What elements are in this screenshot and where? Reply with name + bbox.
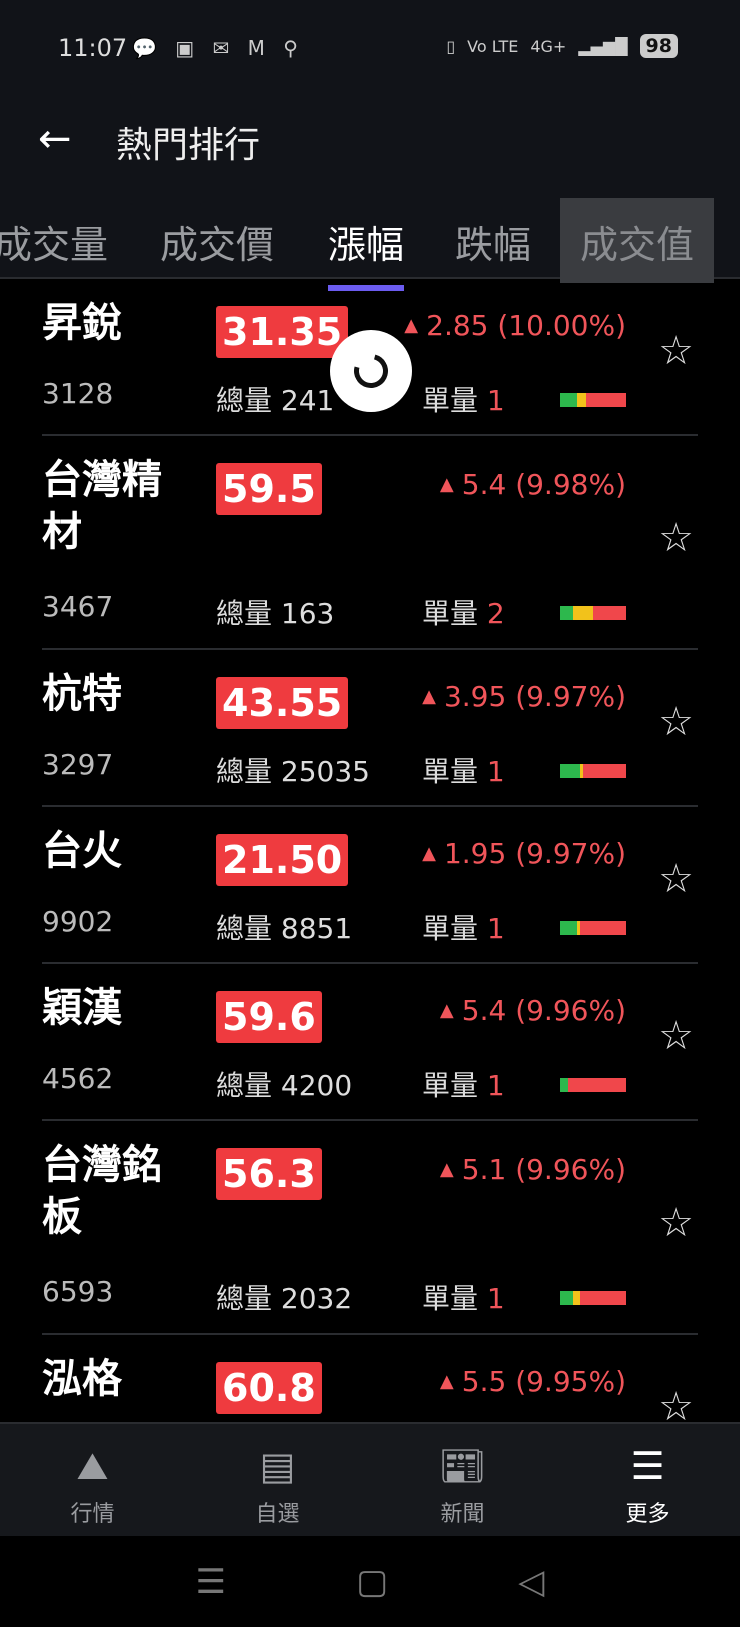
stock-name: 昇銳 [42, 300, 122, 346]
up-triangle-icon: ▲ [422, 843, 436, 864]
up-triangle-icon: ▲ [439, 1371, 454, 1392]
nav-news[interactable]: 📰︎ 新聞 [370, 1424, 555, 1536]
favorite-star-icon[interactable]: ☆ [658, 1200, 694, 1246]
stock-price: 60.8 [216, 1362, 322, 1414]
stock-row[interactable]: 昇銳 31.35 ▲ 2.85 (10.00%) ☆ 3128 總量 241 單量 … [42, 279, 698, 436]
nav-more[interactable]: ☰ 更多 [555, 1424, 740, 1536]
volume-ratio-bar [560, 1078, 626, 1092]
unit-volume: 單量 1 [422, 1282, 505, 1315]
back-arrow-icon[interactable]: ← [38, 116, 72, 162]
clock: 11:07 [58, 34, 128, 62]
favorite-star-icon[interactable]: ☆ [658, 327, 694, 374]
nav-market[interactable]: ⛰ 行情 [0, 1424, 185, 1536]
favorite-star-icon[interactable]: ☆ [658, 698, 694, 745]
notification-icons: 💬 ▣ ✉ M ⚲ [132, 36, 304, 60]
stock-code: 3467 [42, 590, 114, 623]
favorite-star-icon[interactable]: ☆ [658, 1383, 694, 1423]
up-triangle-icon: ▲ [404, 315, 419, 336]
price-change: ▲ 5.1 (9.96%) [439, 1153, 626, 1186]
up-triangle-icon: ▲ [439, 474, 454, 495]
watchlist-icon: ▤ [259, 1444, 296, 1488]
up-triangle-icon: ▲ [439, 1000, 454, 1021]
unit-volume: 單量 2 [422, 597, 505, 630]
menu-icon: ☰ [630, 1444, 665, 1488]
total-volume: 總量 2032 [216, 1282, 353, 1315]
status-bar: 11:07 💬 ▣ ✉ M ⚲ ▯ Vo LTE 4G+ ▂▄▆█ 98 [0, 0, 740, 96]
stock-row[interactable]: 台灣銘板 56.3 ▲ 5.1 (9.96%) ☆ 6593 總量 2032 單量 … [42, 1121, 698, 1335]
stock-code: 4562 [42, 1062, 114, 1095]
loading-spinner-icon [330, 330, 412, 412]
stock-name: 穎漢 [42, 985, 122, 1031]
stock-code: 6593 [42, 1275, 114, 1308]
volume-ratio-bar [560, 764, 626, 778]
unit-volume: 單量 1 [422, 1069, 505, 1102]
battery-icon: 98 [639, 34, 678, 58]
news-icon: 📰︎ [438, 1444, 487, 1488]
volume-ratio-bar [560, 606, 626, 620]
tab-losers[interactable]: 跌幅 [455, 223, 532, 267]
volte-icon: Vo LTE [467, 36, 519, 56]
price-change: ▲ 3.95 (9.97%) [422, 680, 626, 713]
up-triangle-icon: ▲ [422, 686, 436, 707]
stock-row[interactable]: 台灣精材 59.5 ▲ 5.4 (9.98%) ☆ 3467 總量 163 單量 2 [42, 436, 698, 650]
stock-name: 泓格 [42, 1356, 122, 1402]
system-nav: ☰ ▢ ◁ [0, 1536, 740, 1627]
favorite-star-icon[interactable]: ☆ [658, 855, 694, 902]
price-change: ▲ 5.4 (9.98%) [439, 468, 626, 501]
chart-icon: ⛰ [76, 1444, 109, 1488]
stock-price: 31.35 [216, 306, 349, 358]
home-icon[interactable]: ▢ [356, 1561, 389, 1602]
system-icons: ▯ Vo LTE 4G+ ▂▄▆█ 98 [446, 34, 678, 58]
price-change: ▲ 2.85 (10.00%) [404, 309, 626, 342]
total-volume: 總量 4200 [216, 1069, 353, 1102]
stock-price: 56.3 [216, 1148, 322, 1200]
unit-volume: 單量 1 [422, 384, 505, 417]
stock-name: 台灣精材 [42, 457, 162, 555]
unit-volume: 單量 1 [422, 912, 505, 945]
stock-list[interactable]: 昇銳 31.35 ▲ 2.85 (10.00%) ☆ 3128 總量 241 單量 … [0, 279, 740, 1422]
tab-gainers[interactable]: 漲幅 [328, 214, 405, 291]
tab-price[interactable]: 成交價 [160, 223, 275, 267]
stock-code: 3128 [42, 377, 114, 410]
price-change: ▲ 1.95 (9.97%) [422, 837, 626, 870]
stock-code: 9902 [42, 905, 114, 938]
back-icon[interactable]: ◁ [518, 1561, 545, 1602]
total-volume: 總量 8851 [216, 912, 353, 945]
stock-price: 43.55 [216, 677, 349, 729]
stock-name: 杭特 [42, 671, 122, 717]
volume-ratio-bar [560, 1291, 626, 1305]
stock-price: 59.6 [216, 991, 322, 1043]
signal-icon: ▂▄▆█ [578, 36, 628, 56]
favorite-star-icon[interactable]: ☆ [658, 1012, 694, 1059]
stock-price: 59.5 [216, 463, 322, 515]
price-change: ▲ 5.4 (9.96%) [439, 994, 626, 1027]
nav-watchlist[interactable]: ▤ 自選 [185, 1424, 370, 1536]
up-triangle-icon: ▲ [439, 1159, 454, 1180]
stock-name: 台灣銘板 [42, 1142, 162, 1240]
stock-row[interactable]: 台火 21.50 ▲ 1.95 (9.97%) ☆ 9902 總量 8851 單量 … [42, 807, 698, 964]
stock-row[interactable]: 杭特 43.55 ▲ 3.95 (9.97%) ☆ 3297 總量 25035 單量… [42, 650, 698, 807]
stock-row[interactable]: 泓格 60.8 ▲ 5.5 (9.95%) ☆ [42, 1335, 698, 1422]
volume-ratio-bar [560, 921, 626, 935]
volume-ratio-bar [560, 393, 626, 407]
tab-bar: 成交量 成交價 漲幅 跌幅 成交值 [0, 188, 740, 291]
tab-turnover[interactable]: 成交值 [560, 198, 715, 283]
stock-name: 台火 [42, 828, 122, 874]
unit-volume: 單量 1 [422, 755, 505, 788]
tab-volume[interactable]: 成交量 [0, 223, 109, 267]
bottom-nav: ⛰ 行情 ▤ 自選 📰︎ 新聞 ☰ 更多 [0, 1422, 740, 1536]
stock-row[interactable]: 穎漢 59.6 ▲ 5.4 (9.96%) ☆ 4562 總量 4200 單量 1 [42, 964, 698, 1121]
page-title: 熱門排行 [116, 125, 261, 166]
favorite-star-icon[interactable]: ☆ [658, 515, 694, 561]
vibrate-icon: ▯ [446, 36, 456, 56]
total-volume: 總量 163 [216, 597, 335, 630]
price-change: ▲ 5.5 (9.95%) [439, 1365, 626, 1398]
stock-code: 3297 [42, 748, 114, 781]
network-icon: 4G+ [530, 36, 567, 56]
total-volume: 總量 25035 [216, 755, 370, 788]
recents-icon[interactable]: ☰ [195, 1561, 227, 1602]
app-header: ← 熱門排行 [0, 96, 740, 188]
total-volume: 總量 241 [216, 384, 335, 417]
stock-price: 21.50 [216, 834, 349, 886]
